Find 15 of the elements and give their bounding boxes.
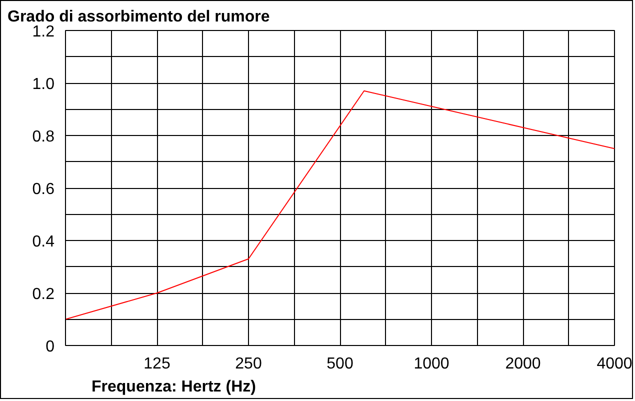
y-tick-label: 1.0 [32, 76, 55, 93]
x-tick-label: 250 [235, 356, 262, 372]
x-tick-label: 125 [144, 356, 170, 372]
y-tick-label: 1.2 [32, 24, 55, 40]
x-tick-label: 1000 [414, 356, 450, 372]
y-tick-label: 0.8 [32, 128, 55, 146]
x-tick-label: 2000 [505, 356, 541, 372]
x-tick-label: 4000 [596, 356, 632, 372]
x-axis-title: Frequenza: Hertz (Hz) [92, 378, 256, 396]
y-tick-label: 0.6 [32, 181, 55, 198]
y-tick-label: 0 [46, 338, 55, 356]
y-tick-label: 0.4 [32, 234, 55, 250]
x-tick-label: 500 [326, 356, 354, 372]
chart-title: Grado di assorbimento del rumore [8, 8, 270, 26]
y-tick-label: 0.2 [32, 286, 55, 303]
